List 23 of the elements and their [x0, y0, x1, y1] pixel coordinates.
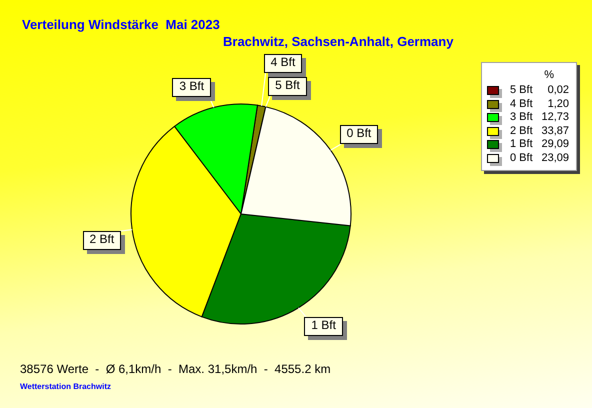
legend-label: 5 Bft: [510, 84, 533, 97]
slice-label: 1 Bft: [311, 318, 336, 332]
legend-label: 0 Bft: [510, 152, 533, 164]
data-label: 33,87: [541, 124, 569, 138]
legend-title: %: [543, 68, 555, 83]
slice-label: 0 Bft: [346, 126, 372, 140]
legend-label: 1 Bft: [510, 138, 533, 151]
slice-label: 2 Bft: [90, 232, 114, 246]
data-label: 0,02: [548, 84, 569, 97]
chart-subtitle: Brachwitz, Sachsen-Anhalt, Germany: [223, 34, 454, 49]
legend-label: 4 Bft: [510, 98, 533, 110]
legend-label: 3 Bft: [510, 111, 533, 124]
data-label: 12,73: [541, 111, 569, 124]
slice-label: 5 Bft: [275, 78, 300, 92]
slice-label: 4 Bft: [270, 55, 296, 70]
data-label: 29,09: [541, 138, 569, 151]
chart-title: Verteilung Windstärke Mai 2023: [22, 17, 220, 32]
slice-label: 3 Bft: [179, 78, 204, 93]
text: Wetterstation Brachwitz: [20, 382, 111, 391]
data-label: 1,20: [548, 98, 569, 110]
text: 38576 Werte - Ø 6,1km/h - Max. 31,5km/h - 4555.2 km: [20, 362, 331, 376]
data-label: 23,09: [541, 152, 569, 164]
legend-label: 2 Bft: [510, 124, 533, 138]
